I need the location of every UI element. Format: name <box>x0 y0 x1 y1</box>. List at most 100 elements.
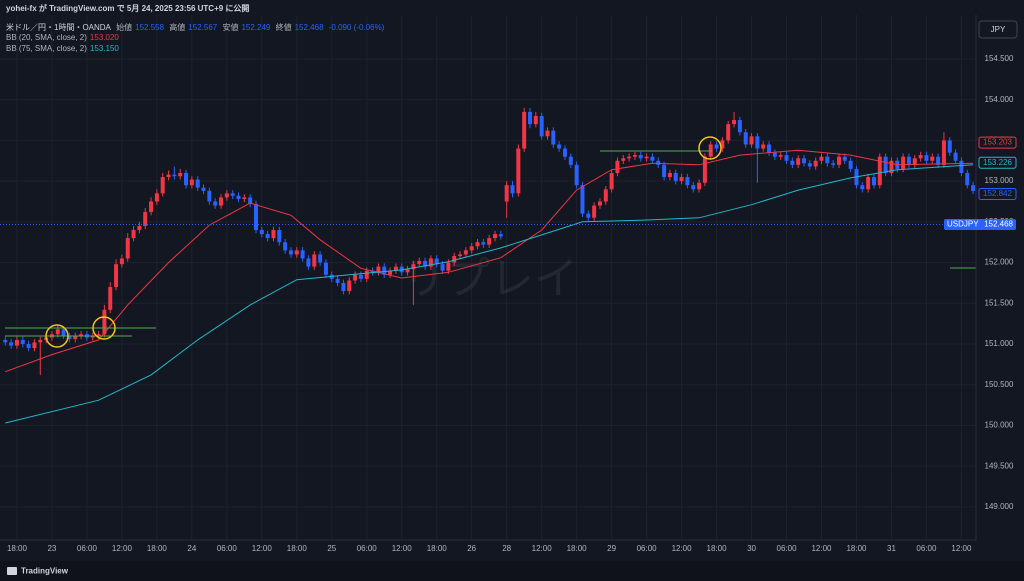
candle-body <box>609 172 614 190</box>
candle-body <box>475 242 480 247</box>
ohlc-value: 152.249 <box>241 23 271 32</box>
candle-body <box>796 158 801 165</box>
candle-body <box>656 160 661 165</box>
candle-body <box>836 156 841 165</box>
candle-body <box>288 250 293 255</box>
price-tag-symbol: USDJPY <box>947 220 979 229</box>
candle-body <box>615 160 620 173</box>
candle-body <box>38 339 43 343</box>
candle-body <box>405 269 410 273</box>
candle-body <box>3 339 8 343</box>
candle-body <box>108 286 113 310</box>
indicator-line <box>5 164 974 424</box>
candle-body <box>930 156 935 161</box>
candle-body <box>184 172 189 186</box>
y-tick-label: 154.500 <box>985 54 1014 63</box>
x-tick-label: 06:00 <box>777 544 798 553</box>
candle-body <box>772 152 777 157</box>
candle-body <box>953 152 958 161</box>
y-tick-label: 149.000 <box>985 502 1014 511</box>
candle-body <box>160 177 165 194</box>
plot <box>3 107 976 424</box>
candle-body <box>574 164 579 186</box>
candle-body <box>906 156 911 165</box>
candle-body <box>96 334 101 336</box>
candle-body <box>685 177 690 186</box>
x-tick-label: 26 <box>467 544 476 553</box>
candle-body <box>364 270 369 279</box>
candle-body <box>463 250 468 255</box>
candle-body <box>848 160 853 169</box>
x-tick-label: 12:00 <box>672 544 693 553</box>
candle-body <box>32 342 37 349</box>
candle-body <box>154 193 159 202</box>
candle-body <box>213 201 218 206</box>
x-tick-label: 18:00 <box>147 544 168 553</box>
y-tick-label: 152.000 <box>985 258 1014 267</box>
candle-body <box>813 160 818 167</box>
candle-body <box>755 136 760 149</box>
candle-body <box>9 342 14 346</box>
candle-body <box>586 213 591 218</box>
candle-body <box>271 229 276 239</box>
candle-body <box>516 148 521 194</box>
x-tick-label: 29 <box>607 544 616 553</box>
y-tick-label: 150.500 <box>985 380 1014 389</box>
x-tick-label: 12:00 <box>532 544 553 553</box>
x-tick-label: 06:00 <box>357 544 378 553</box>
candle-body <box>201 187 206 191</box>
candle-body <box>55 329 60 335</box>
candle-body <box>971 185 976 191</box>
candle-body <box>545 130 550 137</box>
price-tag-value: 153.226 <box>983 158 1012 167</box>
candle-body <box>714 144 719 149</box>
candle-body <box>877 156 882 186</box>
candle-body <box>481 242 486 245</box>
candle-body <box>883 156 888 173</box>
candle-body <box>621 158 626 161</box>
candle-body <box>825 156 830 164</box>
candle-body <box>889 160 894 173</box>
y-tick-label: 150.000 <box>985 421 1014 430</box>
candle-body <box>493 234 498 239</box>
x-tick-label: 06:00 <box>916 544 937 553</box>
candle-body <box>947 140 952 153</box>
candle-body <box>67 335 72 340</box>
candle-body <box>627 156 632 159</box>
candle-body <box>866 177 871 190</box>
x-tick-label: 24 <box>187 544 196 553</box>
price-tag-value: 152.842 <box>983 189 1012 198</box>
currency-label[interactable]: JPY <box>991 25 1006 34</box>
candle-body <box>318 254 323 263</box>
candle-body <box>195 179 200 188</box>
candle-body <box>749 136 754 145</box>
footer-brand: TradingView <box>21 567 69 576</box>
candle-body <box>248 197 253 204</box>
candle-body <box>149 201 154 213</box>
indicator-legend: BB (75, SMA, close, 2) 153.150 <box>6 44 122 53</box>
candle-body <box>137 225 142 230</box>
candle-body <box>562 148 567 157</box>
candle-body <box>428 258 433 267</box>
candle-body <box>528 111 532 125</box>
x-tick-label: 30 <box>747 544 756 553</box>
candle-body <box>842 156 847 161</box>
candle-body <box>592 205 597 218</box>
indicator-legend: BB (20, SMA, close, 2) 153.020 <box>6 33 122 42</box>
candle-body <box>597 201 602 206</box>
price-tag-value: 152.468 <box>984 220 1013 229</box>
candle-body <box>61 329 66 336</box>
candle-body <box>901 156 906 169</box>
currency-button[interactable] <box>978 20 1018 39</box>
candle-body <box>172 174 177 177</box>
candle-body <box>376 266 381 273</box>
x-tick-label: 06:00 <box>637 544 658 553</box>
circle-marker <box>92 316 116 340</box>
x-tick-label: 18:00 <box>707 544 728 553</box>
y-tick-label: 149.500 <box>985 461 1014 470</box>
candle-body <box>720 140 725 149</box>
symbol: 米ドル／円・1時間・OANDA <box>6 23 111 32</box>
indicator-name: BB (20, SMA, close, 2) <box>6 33 87 42</box>
candle-body <box>924 155 929 161</box>
